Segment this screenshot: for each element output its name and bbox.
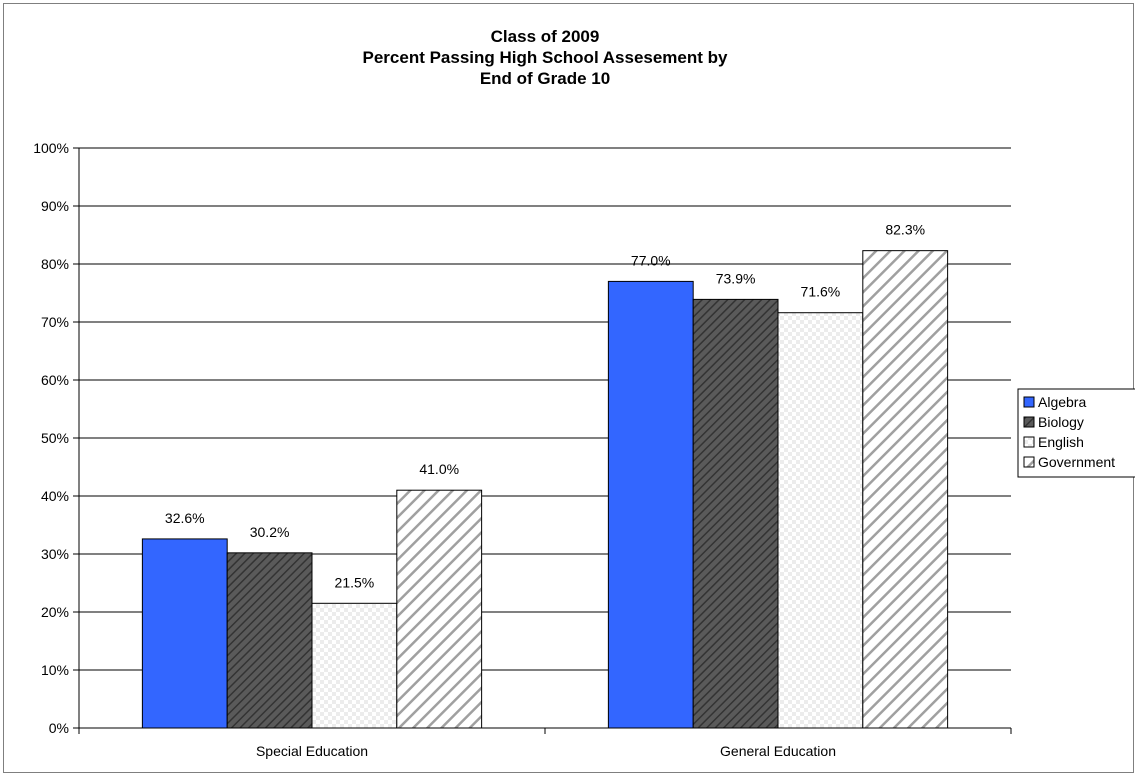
chart-title-line: End of Grade 10 (480, 69, 610, 88)
y-tick-label: 40% (41, 488, 69, 504)
legend-label-government: Government (1038, 454, 1115, 470)
y-tick-label: 0% (49, 720, 69, 736)
y-tick-label: 100% (33, 140, 69, 156)
legend-swatch-english (1023, 436, 1035, 448)
legend-label-english: English (1038, 434, 1084, 450)
legend-swatch-biology (1023, 416, 1035, 428)
chart-title-line: Percent Passing High School Assesement b… (363, 48, 729, 67)
data-label: 32.6% (165, 510, 205, 526)
bar-english (311, 602, 398, 729)
x-category-label: General Education (720, 743, 836, 759)
legend: Algebra Biology English Government (1017, 388, 1135, 478)
data-label: 41.0% (419, 461, 459, 477)
bar-biology (692, 298, 779, 729)
chart-svg: Class of 2009 Percent Passing High School… (33, 27, 1135, 759)
bar-algebra (141, 538, 228, 729)
data-label: 30.2% (250, 524, 290, 540)
y-tick-label: 30% (41, 546, 69, 562)
legend-label-algebra: Algebra (1038, 394, 1086, 410)
legend-swatch-algebra (1023, 396, 1035, 408)
legend-swatch-government (1023, 456, 1035, 468)
y-tick-label: 50% (41, 430, 69, 446)
y-tick-label: 80% (41, 256, 69, 272)
y-tick-label: 60% (41, 372, 69, 388)
legend-box (1017, 388, 1135, 478)
data-label: 73.9% (716, 270, 756, 286)
bar-government (862, 250, 949, 729)
bar-english (777, 312, 864, 729)
data-label: 77.0% (631, 252, 671, 268)
data-labels: 32.6% 77.0% 30.2% 73.9% 21.5% 71.6% 41.0% 82.3% (165, 222, 925, 591)
y-tick-label: 20% (41, 604, 69, 620)
bar-algebra (607, 280, 694, 729)
bars (141, 250, 949, 729)
chart-title-line: Class of 2009 (491, 27, 600, 46)
x-category-label: Special Education (256, 743, 368, 759)
data-label: 21.5% (335, 574, 375, 590)
axes: 0% 10% 20% 30% 40% 50% 60% 70% 80% 90% 100% Special… (33, 140, 1012, 759)
y-tick-label: 70% (41, 314, 69, 330)
data-label: 82.3% (885, 222, 925, 238)
y-tick-label: 90% (41, 198, 69, 214)
legend-label-biology: Biology (1038, 414, 1084, 430)
y-tick-label: 10% (41, 662, 69, 678)
chart-frame: Class of 2009 Percent Passing High School… (3, 3, 1135, 773)
chart-title: Class of 2009 Percent Passing High School… (363, 27, 729, 88)
bar-biology (226, 552, 313, 729)
bar-government (396, 489, 483, 729)
data-label: 71.6% (801, 284, 841, 300)
